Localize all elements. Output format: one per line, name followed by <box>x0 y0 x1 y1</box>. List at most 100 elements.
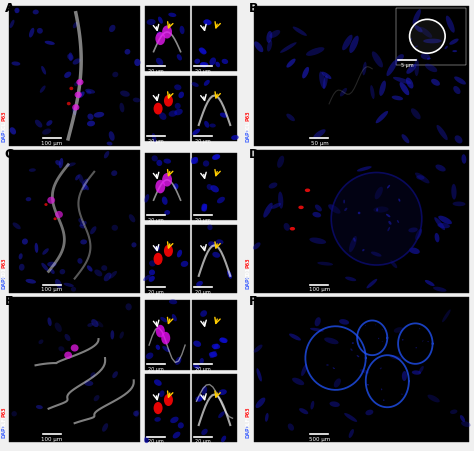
Ellipse shape <box>397 221 399 224</box>
Ellipse shape <box>26 279 36 284</box>
Ellipse shape <box>434 218 445 230</box>
Ellipse shape <box>360 369 369 374</box>
Ellipse shape <box>66 163 76 167</box>
Ellipse shape <box>71 287 76 292</box>
Ellipse shape <box>215 63 220 68</box>
Bar <box>145 300 190 370</box>
Ellipse shape <box>200 63 208 68</box>
Ellipse shape <box>94 395 100 401</box>
Ellipse shape <box>64 352 72 359</box>
Ellipse shape <box>344 413 357 422</box>
Ellipse shape <box>201 204 207 212</box>
Ellipse shape <box>73 59 81 65</box>
Ellipse shape <box>29 169 36 172</box>
Ellipse shape <box>134 60 140 67</box>
Ellipse shape <box>410 39 412 41</box>
Ellipse shape <box>400 83 409 96</box>
Ellipse shape <box>191 158 199 165</box>
Ellipse shape <box>220 113 227 119</box>
Ellipse shape <box>299 408 308 414</box>
Text: 5 μm: 5 μm <box>401 63 413 68</box>
Ellipse shape <box>442 310 451 322</box>
Ellipse shape <box>112 371 118 378</box>
Bar <box>145 7 190 72</box>
Ellipse shape <box>422 341 423 342</box>
Ellipse shape <box>11 411 17 417</box>
Ellipse shape <box>199 48 206 55</box>
Ellipse shape <box>428 341 429 342</box>
Ellipse shape <box>283 223 290 231</box>
Ellipse shape <box>155 345 160 350</box>
Ellipse shape <box>371 252 382 257</box>
Ellipse shape <box>201 429 208 435</box>
Ellipse shape <box>343 200 345 204</box>
Ellipse shape <box>383 400 384 401</box>
Ellipse shape <box>47 262 56 267</box>
Ellipse shape <box>425 64 437 73</box>
Ellipse shape <box>9 21 15 29</box>
Ellipse shape <box>162 174 172 187</box>
Ellipse shape <box>201 386 207 395</box>
Ellipse shape <box>433 287 447 292</box>
Ellipse shape <box>315 318 321 327</box>
Text: P63: P63 <box>1 405 6 416</box>
Ellipse shape <box>376 112 388 124</box>
Ellipse shape <box>33 10 39 15</box>
Ellipse shape <box>154 103 163 115</box>
Text: P63: P63 <box>246 405 250 416</box>
Text: 20 μm: 20 μm <box>148 217 164 222</box>
Ellipse shape <box>292 28 307 37</box>
Ellipse shape <box>174 110 183 116</box>
Bar <box>192 77 237 142</box>
Ellipse shape <box>310 401 314 410</box>
Ellipse shape <box>191 157 198 165</box>
Ellipse shape <box>156 325 165 338</box>
Ellipse shape <box>438 216 452 225</box>
Ellipse shape <box>55 161 61 166</box>
Ellipse shape <box>154 402 163 414</box>
Ellipse shape <box>156 59 163 66</box>
Ellipse shape <box>87 323 93 327</box>
Text: P63: P63 <box>246 256 250 267</box>
Ellipse shape <box>129 215 136 223</box>
Ellipse shape <box>159 391 164 397</box>
Text: D: D <box>249 148 259 161</box>
Ellipse shape <box>402 371 407 381</box>
Ellipse shape <box>37 29 43 35</box>
Ellipse shape <box>212 344 220 350</box>
Text: DAPI: DAPI <box>246 129 250 142</box>
Ellipse shape <box>126 304 132 311</box>
Ellipse shape <box>35 120 42 128</box>
Ellipse shape <box>84 381 93 386</box>
Ellipse shape <box>219 389 227 395</box>
Ellipse shape <box>145 195 149 203</box>
Ellipse shape <box>366 279 377 289</box>
Ellipse shape <box>363 63 366 76</box>
Ellipse shape <box>412 371 421 375</box>
Ellipse shape <box>78 175 84 184</box>
Ellipse shape <box>199 49 207 55</box>
Ellipse shape <box>331 173 422 266</box>
Ellipse shape <box>146 353 154 359</box>
Ellipse shape <box>162 197 168 205</box>
Ellipse shape <box>326 364 329 366</box>
Ellipse shape <box>365 325 366 326</box>
Ellipse shape <box>387 185 390 189</box>
Ellipse shape <box>164 211 170 216</box>
Bar <box>192 153 237 221</box>
Ellipse shape <box>55 279 62 289</box>
Ellipse shape <box>36 405 43 409</box>
Ellipse shape <box>372 52 383 68</box>
Ellipse shape <box>26 198 31 202</box>
Text: 20 μm: 20 μm <box>148 290 164 295</box>
Ellipse shape <box>42 129 51 135</box>
Ellipse shape <box>75 175 80 181</box>
Ellipse shape <box>328 205 340 214</box>
Bar <box>254 298 469 442</box>
Ellipse shape <box>374 187 383 200</box>
Ellipse shape <box>398 199 401 202</box>
Ellipse shape <box>263 203 273 218</box>
Ellipse shape <box>155 33 165 46</box>
Ellipse shape <box>200 311 207 317</box>
Ellipse shape <box>154 380 162 386</box>
